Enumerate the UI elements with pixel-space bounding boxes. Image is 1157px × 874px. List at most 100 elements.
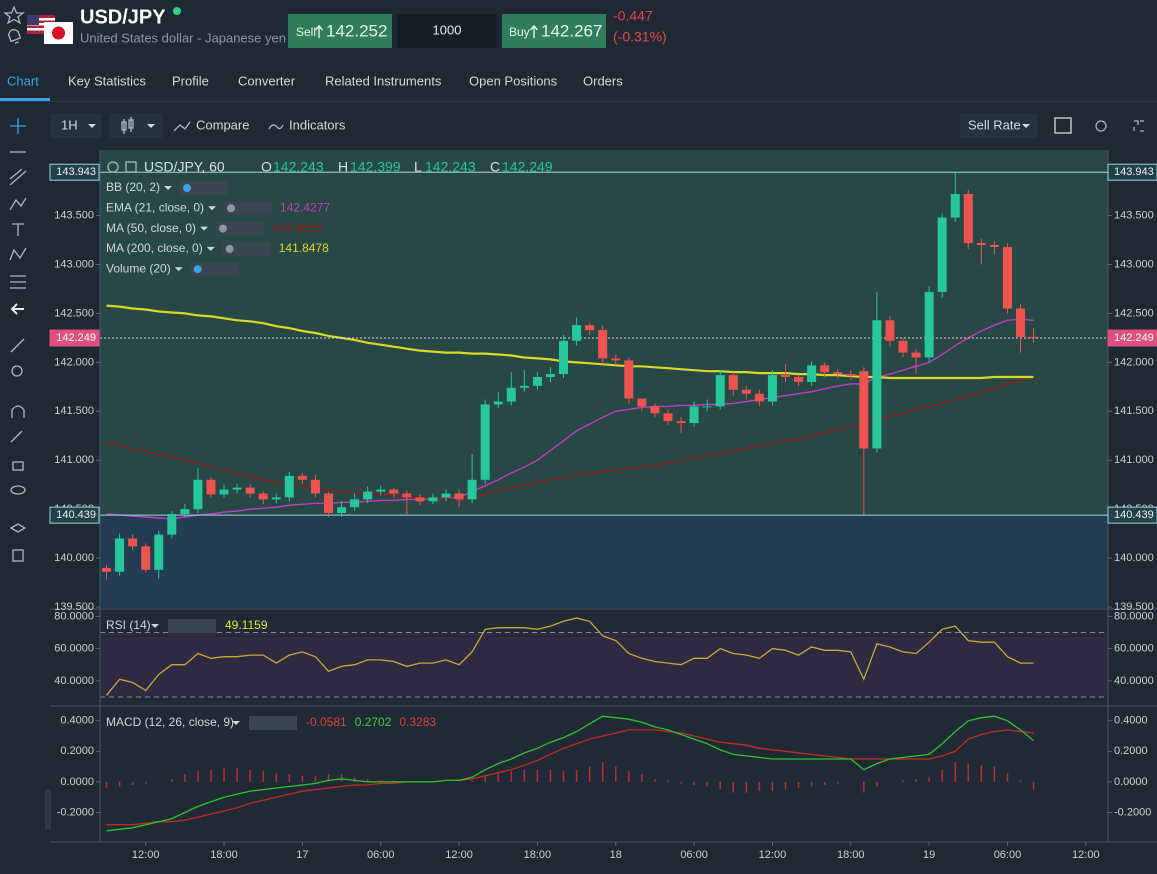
- fullscreen-button[interactable]: [1133, 120, 1144, 132]
- flag-jp: [44, 22, 73, 44]
- candle-body: [206, 479, 216, 495]
- ruler-tool[interactable]: [10, 338, 25, 353]
- tab[interactable]: Orders: [583, 73, 623, 88]
- tab[interactable]: Open Positions: [469, 73, 558, 88]
- legend-controls[interactable]: [168, 619, 216, 633]
- buy-label[interactable]: Buy: [509, 25, 530, 39]
- visibility-icon[interactable]: [193, 265, 202, 274]
- trend-tool[interactable]: [9, 168, 27, 186]
- x-tick-label: 06:00: [680, 849, 708, 861]
- rsi-plot: [100, 617, 1108, 698]
- y-tick-label: -0.2000: [57, 806, 94, 818]
- candle-body: [637, 398, 647, 407]
- sell-price[interactable]: 142.252: [326, 21, 387, 40]
- legend-controls[interactable]: [190, 262, 239, 277]
- rate[interactable]: Sell Rate: [968, 117, 1021, 132]
- candle-body: [859, 371, 869, 449]
- y-tick-label: 143.000: [1114, 258, 1154, 270]
- crosshair-tool[interactable]: [10, 118, 26, 134]
- main-legend: USD/JPY, 60 O 142.243 H 142.399 L 142.24…: [107, 159, 553, 175]
- rsi-band: [100, 632, 1108, 697]
- legend-controls[interactable]: [222, 241, 271, 256]
- visibility-icon[interactable]: [219, 224, 228, 233]
- fib-tool[interactable]: [10, 275, 26, 289]
- tab[interactable]: Related Instruments: [325, 73, 442, 88]
- chart-type-select[interactable]: [110, 114, 162, 138]
- candle-body: [376, 489, 386, 492]
- signal-line: [106, 729, 1034, 826]
- candle-body: [598, 330, 608, 359]
- price-marker: [49, 329, 100, 347]
- y-tick-label: 139.500: [1114, 601, 1154, 613]
- price-marker: [49, 506, 100, 524]
- sell-button[interactable]: Sell 142.252: [288, 14, 392, 48]
- macd-plot: [105, 715, 1035, 832]
- lock-tool[interactable]: [12, 461, 24, 471]
- candle-body: [728, 375, 738, 390]
- candle-body: [1002, 246, 1012, 309]
- ohlc-label: C: [490, 159, 500, 175]
- price-marker-label: 142.249: [1114, 332, 1154, 344]
- eye-tool[interactable]: [10, 485, 26, 495]
- rsi-title: RSI (14): [106, 618, 151, 632]
- collapse-icon[interactable]: [107, 161, 119, 173]
- x-tick-label: 06:00: [994, 849, 1022, 861]
- indicators[interactable]: Indicators: [289, 117, 346, 132]
- tab[interactable]: Chart: [7, 73, 39, 88]
- legend-controls[interactable]: [249, 716, 297, 730]
- status-dot: [173, 7, 181, 15]
- candle-body: [154, 534, 164, 570]
- macd-value: 0.2702: [355, 715, 392, 729]
- interval[interactable]: 1H: [61, 117, 78, 132]
- y-tick-label: 0.0000: [1114, 776, 1148, 788]
- text-tool[interactable]: [12, 223, 24, 236]
- indicator-value: 141.8653: [272, 221, 322, 235]
- settings-button[interactable]: [1095, 120, 1107, 132]
- y-tick-label: 143.500: [1114, 209, 1154, 221]
- y-tick-label: 139.500: [54, 601, 94, 613]
- candle-body: [911, 352, 921, 358]
- magnet-tool[interactable]: [11, 405, 25, 418]
- visibility-icon[interactable]: [225, 244, 234, 253]
- compare[interactable]: Compare: [196, 117, 249, 132]
- zoom-tool[interactable]: [11, 365, 23, 377]
- y-tick-label: 141.500: [1114, 405, 1154, 417]
- indicator-name: MA (200, close, 0): [106, 241, 203, 255]
- amount[interactable]: 1000: [433, 22, 462, 37]
- ohlc-label: L: [414, 159, 422, 175]
- visibility-icon[interactable]: [227, 204, 236, 213]
- tab[interactable]: Profile: [172, 73, 209, 88]
- pattern-tool[interactable]: [9, 247, 27, 261]
- price-marker: [49, 163, 100, 181]
- tab[interactable]: Key Statistics: [68, 73, 147, 88]
- candle-body: [180, 509, 190, 515]
- indicator-value: 142.4277: [280, 200, 330, 214]
- layers-tool[interactable]: [9, 523, 27, 533]
- visibility-icon[interactable]: [183, 184, 192, 192]
- tab[interactable]: Converter: [238, 73, 296, 88]
- candle-body: [1016, 308, 1026, 337]
- legend-controls[interactable]: [224, 201, 273, 216]
- legend-controls[interactable]: [216, 221, 265, 236]
- candle-body: [937, 217, 947, 292]
- amount-input[interactable]: 1000: [397, 14, 497, 48]
- brush-tool[interactable]: [10, 430, 23, 443]
- screenshot-button[interactable]: [1054, 117, 1072, 134]
- candle-body: [310, 479, 320, 494]
- back-tool[interactable]: [10, 303, 24, 315]
- sell-label[interactable]: Sell: [296, 25, 316, 39]
- buy-button[interactable]: Buy 142.267: [502, 14, 606, 48]
- legend-controls[interactable]: [180, 181, 229, 195]
- candle-body: [363, 491, 373, 500]
- star-icon[interactable]: [3, 5, 25, 25]
- delete-tool[interactable]: [12, 549, 24, 562]
- candle-body: [141, 546, 151, 570]
- macd-value: 0.3283: [399, 715, 436, 729]
- buy-price[interactable]: 142.267: [541, 21, 602, 40]
- x-tick-label: 18:00: [210, 849, 238, 861]
- pen-tool[interactable]: [9, 197, 27, 211]
- bell-icon[interactable]: [7, 28, 22, 44]
- compare-icon: [173, 121, 191, 132]
- maximize-icon[interactable]: [125, 161, 137, 173]
